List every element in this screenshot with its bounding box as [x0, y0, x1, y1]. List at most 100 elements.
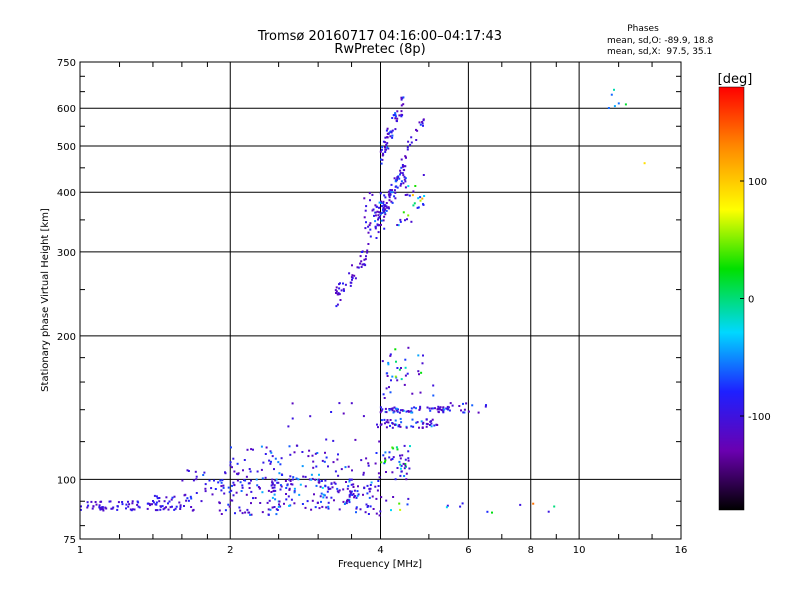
- data-point: [420, 420, 423, 423]
- data-point: [405, 426, 408, 429]
- data-point: [396, 176, 399, 179]
- data-point: [248, 482, 251, 485]
- colorbar-ticks: 100 0 -100: [740, 177, 771, 423]
- data-point: [407, 457, 410, 460]
- data-point: [391, 136, 394, 139]
- data-point: [416, 206, 419, 209]
- data-point: [275, 478, 278, 481]
- data-point: [243, 479, 245, 482]
- data-point: [402, 103, 405, 106]
- y-tick-label: 600: [57, 104, 76, 115]
- y-tick-label: 500: [57, 142, 76, 153]
- data-point: [419, 196, 422, 199]
- data-point: [391, 407, 394, 410]
- data-point: [288, 488, 291, 491]
- data-point: [232, 457, 235, 460]
- data-point: [400, 104, 403, 107]
- data-point: [399, 474, 402, 477]
- data-point: [291, 417, 294, 420]
- data-point: [412, 190, 415, 193]
- data-point: [400, 464, 403, 467]
- data-point: [384, 422, 386, 425]
- data-point: [410, 407, 413, 410]
- data-point: [463, 411, 466, 414]
- data-point: [279, 505, 282, 508]
- data-point: [224, 471, 226, 474]
- data-point: [426, 406, 429, 409]
- data-point: [389, 419, 392, 421]
- data-point: [383, 194, 386, 197]
- data-point: [131, 500, 134, 503]
- data-point: [243, 459, 246, 461]
- data-point: [262, 461, 265, 464]
- data-point: [340, 289, 343, 292]
- data-point: [385, 129, 388, 132]
- data-point: [312, 460, 315, 463]
- data-point: [399, 220, 402, 223]
- data-point: [365, 503, 368, 506]
- data-point: [170, 498, 173, 501]
- data-point: [347, 465, 350, 468]
- data-point: [287, 495, 290, 498]
- data-point: [399, 454, 401, 457]
- data-point: [159, 505, 162, 508]
- data-point: [417, 370, 420, 373]
- data-point: [394, 112, 397, 115]
- data-point: [117, 501, 120, 504]
- data-point: [421, 197, 424, 200]
- data-point: [418, 426, 420, 429]
- data-point: [102, 509, 105, 512]
- data-point: [411, 418, 414, 421]
- data-point: [403, 467, 406, 470]
- data-point: [377, 480, 380, 482]
- data-point: [445, 506, 448, 509]
- data-point: [353, 495, 356, 497]
- data-point: [327, 465, 329, 468]
- data-point: [250, 502, 252, 505]
- y-tick-label: 750: [57, 58, 76, 69]
- data-point: [79, 508, 82, 511]
- data-point: [104, 506, 107, 509]
- data-point: [368, 487, 371, 490]
- data-point: [391, 189, 393, 192]
- chart-title: Tromsø 20160717 04:16:00–04:17:43: [257, 29, 502, 44]
- data-point: [331, 486, 334, 489]
- x-tick-label: 2: [227, 545, 233, 556]
- data-point: [268, 459, 271, 462]
- data-point: [362, 493, 364, 496]
- data-point: [382, 202, 385, 205]
- data-point: [277, 505, 280, 508]
- data-point: [275, 513, 278, 516]
- data-point: [430, 420, 433, 423]
- data-point: [271, 496, 274, 499]
- data-point: [384, 451, 387, 454]
- data-point: [352, 486, 355, 488]
- stats-x-line: mean, sd,X: 97.5, 35.1: [607, 47, 712, 57]
- data-point: [430, 407, 433, 410]
- data-point: [374, 462, 377, 465]
- data-point: [318, 473, 320, 476]
- data-point: [397, 425, 400, 428]
- data-point: [385, 209, 388, 212]
- data-point: [402, 168, 405, 171]
- data-point: [439, 406, 442, 409]
- data-point: [317, 481, 320, 484]
- data-point: [442, 406, 445, 409]
- data-point: [401, 172, 404, 175]
- data-point: [394, 191, 397, 194]
- data-point: [248, 487, 251, 489]
- data-point: [274, 489, 277, 492]
- data-point: [391, 409, 394, 412]
- data-point: [101, 506, 103, 509]
- data-point: [299, 483, 302, 486]
- data-point: [343, 289, 345, 292]
- data-point: [301, 451, 304, 453]
- data-point: [277, 461, 280, 464]
- data-point: [284, 480, 287, 482]
- data-point: [339, 299, 342, 301]
- data-point: [415, 421, 418, 424]
- data-point: [249, 470, 252, 473]
- data-point: [279, 484, 282, 487]
- y-axis-ticks: 75 100 200 300 400 500 600 750: [57, 58, 681, 546]
- data-point: [386, 372, 389, 375]
